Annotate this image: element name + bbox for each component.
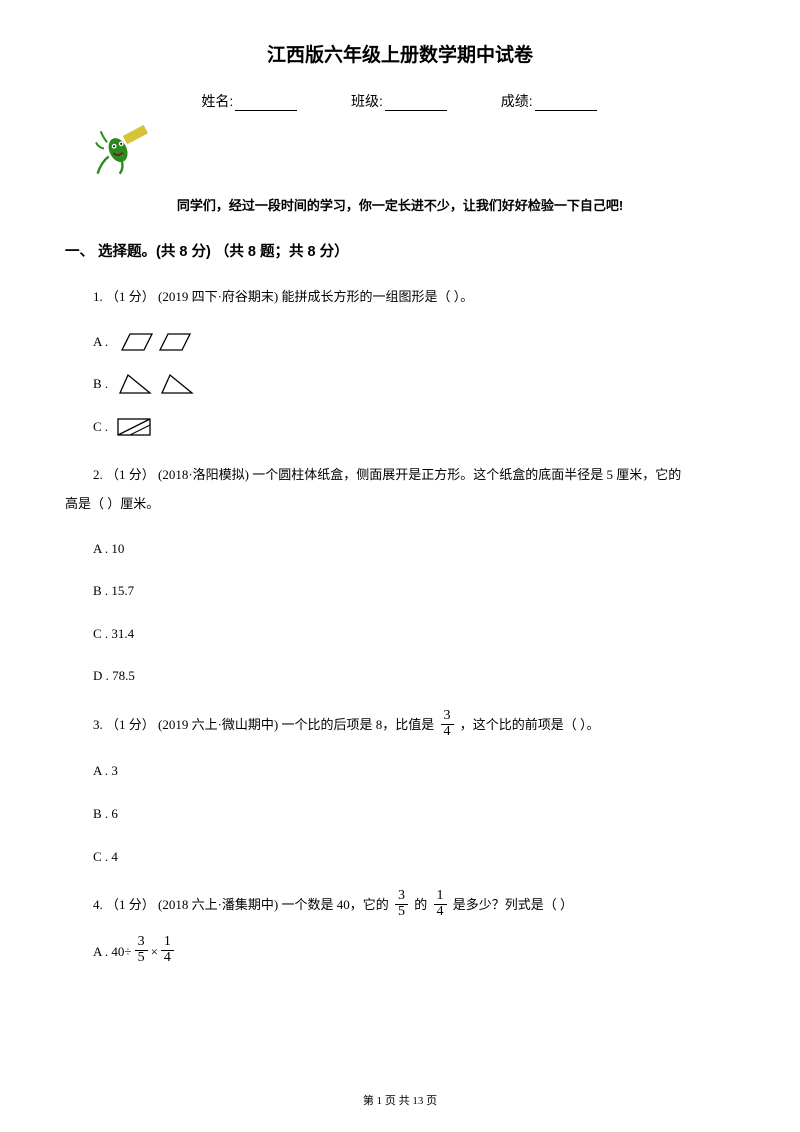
question-2-option-c: C . 31.4 (93, 620, 735, 649)
triangle-pair-icon (114, 371, 200, 397)
question-1: 1. （1 分） (2019 四下·府谷期末) 能拼成长方形的一组图形是（ ）。… (65, 283, 735, 441)
option-label: B . (93, 370, 108, 399)
question-1-option-b: B . (93, 370, 735, 399)
question-3: 3. （1 分） (2019 六上·微山期中) 一个比的后项是 8，比值是 34… (65, 711, 735, 871)
option-label: A . (93, 328, 108, 357)
score-label: 成绩: (501, 93, 533, 109)
section-1-heading: 一、 选择题。(共 8 分) （共 8 题；共 8 分） (65, 240, 735, 261)
fraction-icon: 35 (395, 889, 408, 919)
parallelogram-pair-icon (114, 330, 198, 354)
question-1-option-c: C . (93, 413, 735, 442)
fraction-icon: 35 (135, 935, 148, 965)
question-1-option-a: A . (93, 328, 735, 357)
fraction-icon: 14 (434, 889, 447, 919)
intro-text: 同学们，经过一段时间的学习，你一定长进不少，让我们好好检验一下自己吧! (65, 195, 735, 214)
divided-rectangle-icon (114, 415, 156, 439)
score-blank[interactable] (535, 97, 597, 111)
class-blank[interactable] (385, 97, 447, 111)
fraction-icon: 14 (161, 935, 174, 965)
question-2-option-a: A . 10 (93, 535, 735, 564)
question-4-option-a: A . 40÷35 × 14 (93, 937, 735, 967)
question-4: 4. （1 分） (2018 六上·潘集期中) 一个数是 40，它的 35 的 … (65, 891, 735, 968)
question-3-option-a: A . 3 (93, 757, 735, 786)
fraction-icon: 34 (441, 709, 454, 739)
question-4-text: 4. （1 分） (2018 六上·潘集期中) 一个数是 40，它的 35 的 … (93, 891, 735, 921)
pencil-mascot (65, 125, 735, 185)
question-2: 2. （1 分） (2018·洛阳模拟) 一个圆柱体纸盒，侧面展开是正方形。这个… (65, 461, 735, 691)
student-info-line: 姓名: 班级: 成绩: (65, 91, 735, 111)
question-3-option-c: C . 4 (93, 843, 735, 872)
question-2-option-b: B . 15.7 (93, 577, 735, 606)
question-2-text: 2. （1 分） (2018·洛阳模拟) 一个圆柱体纸盒，侧面展开是正方形。这个… (65, 461, 735, 518)
page-title: 江西版六年级上册数学期中试卷 (65, 40, 735, 67)
question-1-text: 1. （1 分） (2019 四下·府谷期末) 能拼成长方形的一组图形是（ ）。 (93, 283, 735, 312)
name-blank[interactable] (235, 97, 297, 111)
name-label: 姓名: (201, 93, 233, 109)
option-label: C . (93, 413, 108, 442)
question-3-option-b: B . 6 (93, 800, 735, 829)
question-2-option-d: D . 78.5 (93, 662, 735, 691)
class-label: 班级: (351, 93, 383, 109)
page-footer: 第 1 页 共 13 页 (0, 1092, 800, 1108)
question-3-text: 3. （1 分） (2019 六上·微山期中) 一个比的后项是 8，比值是 34… (93, 711, 735, 741)
